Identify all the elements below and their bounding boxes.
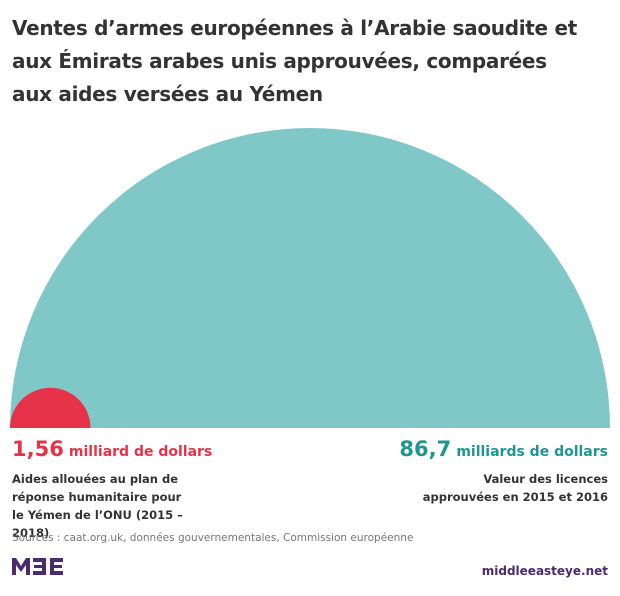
site-link: middleeasteye.net	[481, 564, 608, 578]
logo-m	[12, 558, 30, 575]
value-label: 1,56	[12, 437, 64, 461]
source: Sources : caat.org.uk, données gouvernem…	[12, 532, 414, 544]
semicircle	[10, 128, 610, 428]
value-label: 86,7	[399, 437, 452, 461]
semicircle	[10, 387, 91, 428]
value-unit: milliard de dollars	[68, 444, 213, 460]
logo	[12, 558, 63, 575]
logo-e1	[33, 558, 46, 575]
value-unit: milliards de dollars	[456, 444, 608, 460]
logo-e2	[50, 558, 63, 575]
value-block: 1,56 milliard de dollars	[12, 437, 212, 461]
chart-title: Ventes d’armes européennes à l’Arabie sa…	[12, 16, 577, 106]
description: Aides allouées au plan de réponse humani…	[12, 472, 183, 540]
description: Valeur des licences approuvées en 2015 e…	[422, 472, 608, 504]
value-block: 86,7 milliards de dollars	[399, 437, 608, 461]
